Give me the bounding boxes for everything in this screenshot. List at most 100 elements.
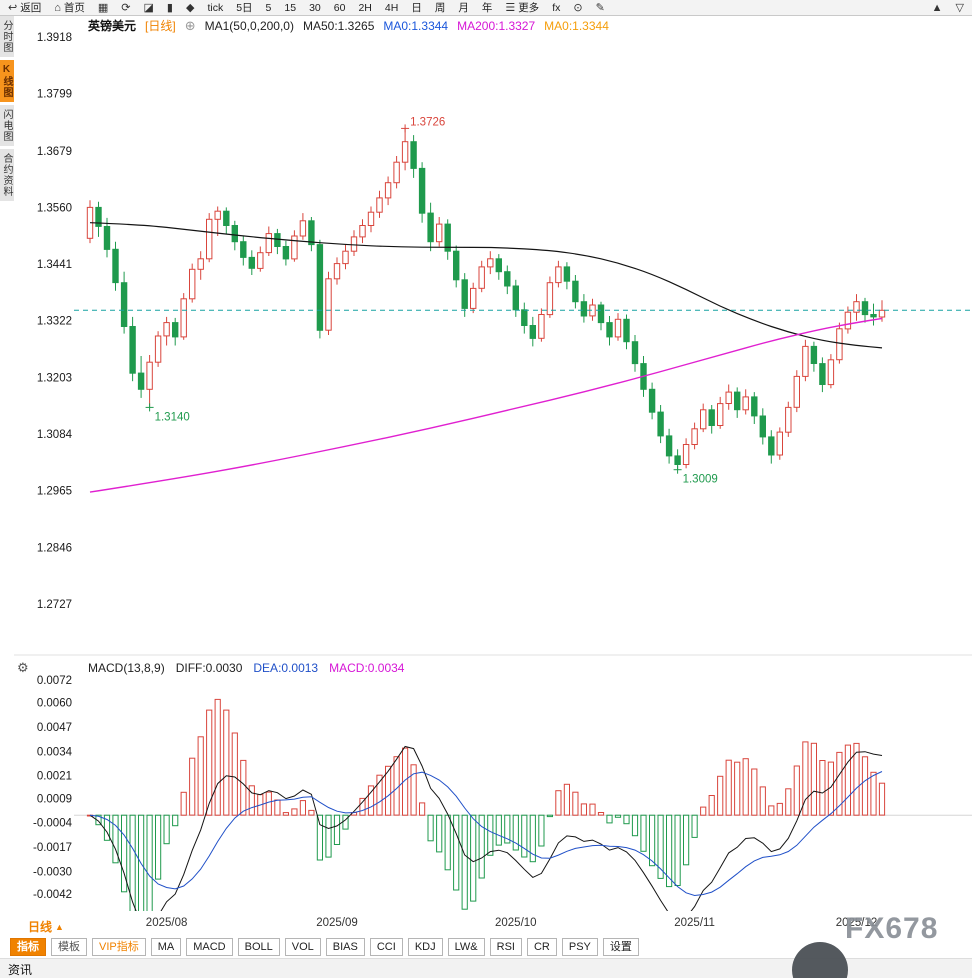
macd-bar — [691, 814, 698, 838]
candle — [137, 356, 145, 398]
toolbar-item-interval-day[interactable]: 日 — [411, 1, 422, 15]
macd-bar — [742, 758, 749, 816]
macd-bar — [444, 814, 451, 871]
candle — [214, 206, 221, 236]
candle — [768, 430, 775, 464]
toolbar: ↩ 返回 ⌂ 首页 ▦ ⟳ ◪ ▮ ◆ tick 5日 5 15 30 60 2H 4H 日周月年 ☰ 更多 fx ⊙ ✎ ▲… — [0, 0, 972, 16]
macd-bar — [734, 761, 741, 816]
tab-rsi[interactable]: RSI — [489, 938, 522, 956]
candle — [776, 427, 783, 460]
tab-indicators[interactable]: 指标 — [10, 938, 46, 956]
toolbar-item-interval-30[interactable]: 30 — [309, 1, 321, 15]
toolbar-item-interval-tick[interactable]: tick — [207, 1, 223, 15]
candle — [103, 217, 111, 258]
macd-dea-value: DEA:0.0013 — [253, 661, 319, 675]
indicator-gear-icon[interactable]: ⚙ — [17, 660, 29, 675]
news-tab[interactable]: 资讯 — [8, 962, 33, 977]
toolbar-item-panel-down[interactable]: ▽ — [956, 1, 964, 15]
ma50-value: MA50:1.3265 — [302, 18, 375, 33]
toolbar-item-interval-4h[interactable]: 4H — [385, 1, 398, 15]
toolbar-item-more[interactable]: ☰ 更多 — [505, 1, 539, 15]
tab-vol[interactable]: VOL — [284, 938, 321, 956]
toolbar-item-panel-up[interactable]: ▲ — [932, 1, 943, 15]
macd-bar — [112, 814, 119, 864]
tab-vip-indicators[interactable]: VIP指标 — [92, 938, 146, 956]
toolbar-item-refresh[interactable]: ⟳ — [121, 1, 130, 15]
candle — [180, 293, 187, 340]
toolbar-item-interval-5d[interactable]: 5日 — [236, 1, 252, 15]
candle — [206, 213, 213, 263]
price-chart[interactable]: 1.3918 1.3799 1.3679 1.3560 1.3441 1.3322 1.32… — [14, 14, 972, 930]
tab-lw[interactable]: LW& — [447, 938, 485, 956]
main-y-axis-label: 1.3084 — [37, 429, 73, 441]
candle — [538, 308, 545, 342]
sidebar-item-contract-info[interactable]: 合约资料 — [0, 149, 14, 201]
toolbar-item-label: 60 — [333, 1, 346, 14]
sidebar-item-lightning-chart[interactable]: 闪电图 — [0, 105, 14, 146]
x-axis-label: 2025/12 — [836, 917, 878, 929]
candle — [597, 301, 605, 331]
candle — [504, 265, 511, 295]
tab-templates[interactable]: 模板 — [51, 938, 87, 956]
toolbar-item-interval-year[interactable]: 年 — [482, 1, 493, 15]
candle — [563, 262, 571, 290]
toolbar-item-back[interactable]: ↩ 返回 — [8, 1, 41, 15]
candle — [342, 244, 349, 270]
macd-bar — [265, 791, 272, 816]
toolbar-item-interval-5[interactable]: 5 — [266, 1, 272, 15]
candle — [112, 241, 119, 291]
macd-bar — [529, 814, 536, 863]
candle — [410, 135, 417, 178]
sidebar-item-kline-chart[interactable]: K线图 — [0, 60, 14, 102]
macd-bar — [427, 814, 434, 842]
macd-bar — [436, 814, 443, 853]
toolbar-item-label: 返回 — [20, 1, 42, 14]
toolbar-item-interval-2h[interactable]: 2H — [358, 1, 371, 15]
toolbar-item-zoom-search[interactable]: ⊙ — [573, 1, 582, 15]
toolbar-item-label: fx — [552, 1, 561, 14]
tab-macd[interactable]: MACD — [186, 938, 233, 956]
macd-bar — [819, 760, 826, 816]
toolbar-item-fx-functions[interactable]: fx — [552, 1, 560, 15]
macd-bar — [606, 814, 613, 824]
toolbar-item-interval-week[interactable]: 周 — [435, 1, 446, 15]
timeframe-dropdown[interactable]: 日线 ▲ — [28, 918, 64, 935]
sidebar-item-time-share-chart[interactable]: 分时图 — [0, 16, 14, 57]
candle — [665, 428, 673, 464]
tab-boll[interactable]: BOLL — [237, 938, 280, 956]
timeframe-label: 日线 — [28, 920, 53, 934]
macd-bar — [844, 744, 851, 816]
toolbar-item-interval-month[interactable]: 月 — [458, 1, 469, 15]
candle — [521, 302, 528, 334]
macd-bar — [419, 802, 426, 816]
tab-settings[interactable]: 设置 — [602, 938, 639, 956]
macd-bar — [410, 764, 417, 816]
tab-kdj[interactable]: KDJ — [407, 938, 443, 956]
tab-bias[interactable]: BIAS — [325, 938, 365, 956]
toolbar-item-label: 首页 — [63, 1, 85, 14]
toolbar-item-trend-chart[interactable]: ◪ — [144, 1, 154, 15]
ma0-blue-value: MA0:1.3344 — [383, 18, 449, 33]
toolbar-item-label: 月 — [458, 1, 469, 14]
toolbar-item-interval-60[interactable]: 60 — [334, 1, 346, 15]
macd-bar — [717, 775, 724, 816]
tab-cci[interactable]: CCI — [369, 938, 403, 956]
candles-layer — [86, 128, 886, 470]
macd-y-axis-label: 0.0047 — [37, 722, 72, 734]
candle — [623, 314, 630, 350]
toolbar-item-label: tick — [207, 1, 224, 14]
toolbar-item-interval-15[interactable]: 15 — [284, 1, 296, 15]
main-y-axis-label: 1.3560 — [37, 202, 72, 214]
tab-psy[interactable]: PSY — [561, 938, 598, 956]
macd-bar — [325, 814, 332, 858]
toolbar-item-markers[interactable]: ◆ — [186, 1, 194, 15]
tab-cr[interactable]: CR — [526, 938, 557, 956]
macd-bar — [521, 814, 528, 858]
add-indicator-icon[interactable]: ⊕ — [184, 17, 196, 33]
tab-ma[interactable]: MA — [150, 938, 182, 956]
toolbar-item-kline-style[interactable]: ▦ — [98, 1, 108, 15]
volume-bars-icon: ▮ — [166, 1, 173, 14]
toolbar-item-volume-bars[interactable]: ▮ — [167, 1, 173, 15]
toolbar-item-draw-pen[interactable]: ✎ — [596, 1, 605, 15]
toolbar-item-home[interactable]: ⌂ 首页 — [54, 1, 85, 15]
